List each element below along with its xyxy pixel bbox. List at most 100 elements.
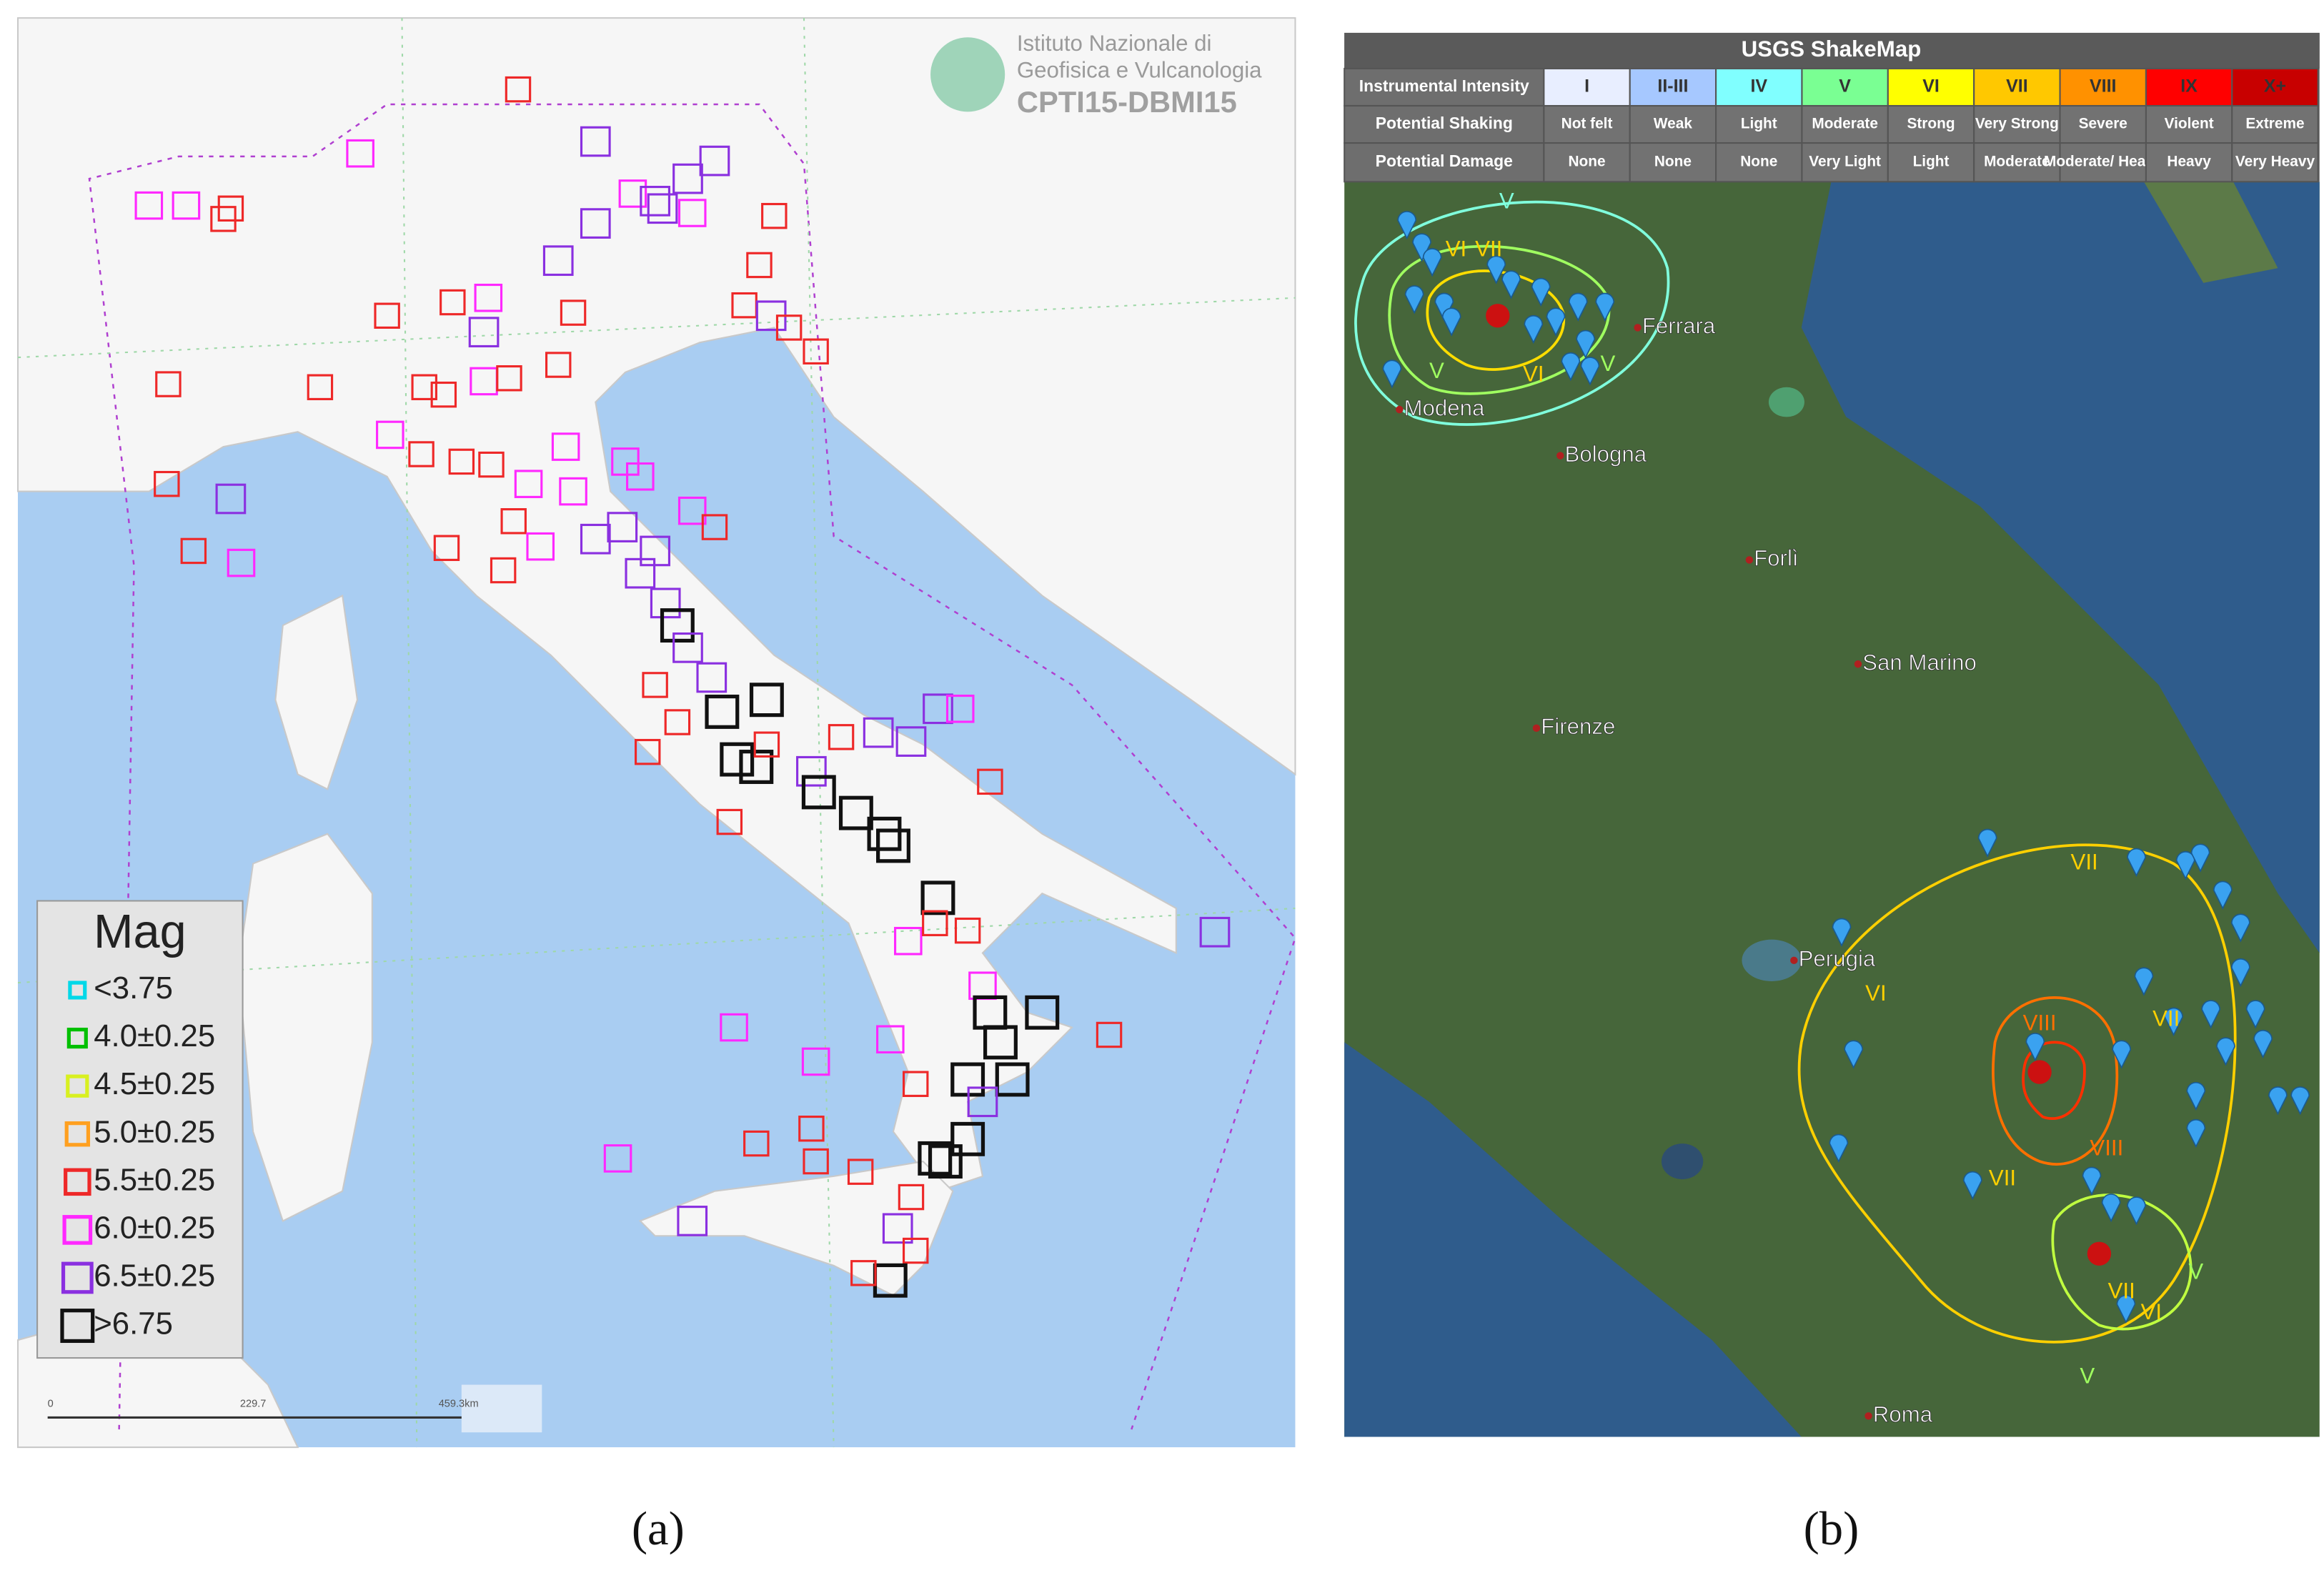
station-pin <box>1382 359 1402 389</box>
legend-items: <3.75 4.0±0.25 4.5±0.25 5.0±0.25 5.5±0.25 6.0… <box>60 971 215 1344</box>
table-cell <box>2059 142 2147 183</box>
station-pin <box>1832 918 1852 947</box>
event-marker <box>705 694 740 729</box>
event-marker <box>560 299 587 326</box>
event-marker <box>580 126 611 157</box>
table-cell <box>1801 67 1889 107</box>
station-pin <box>1580 357 1600 386</box>
lagoon <box>1768 387 1804 417</box>
station-pin <box>2175 850 2195 880</box>
contour-label: VIII <box>2090 1136 2123 1161</box>
logo-globe <box>930 37 1005 112</box>
contour <box>1797 843 2237 1344</box>
scale-label: 229.7 <box>240 1398 266 1409</box>
event-marker <box>677 199 707 227</box>
station-pin <box>2216 1037 2235 1066</box>
contour <box>1354 200 1670 426</box>
event-marker <box>180 537 207 565</box>
event-marker <box>701 514 728 540</box>
station-pin <box>1434 292 1454 322</box>
table-cell <box>1973 142 2061 183</box>
scale-box <box>461 1384 542 1433</box>
contour-label: V <box>2080 1363 2095 1388</box>
station-pin <box>2025 1033 2045 1062</box>
event-marker <box>677 1206 708 1236</box>
land <box>16 17 1296 1192</box>
row-header-cell <box>1344 104 1545 144</box>
table-cell <box>2145 104 2233 144</box>
peninsula <box>2143 182 2278 283</box>
station-pin <box>2268 1086 2288 1116</box>
event-marker <box>490 557 517 584</box>
place-label: Ferrara <box>1642 314 1716 339</box>
event-marker <box>867 816 902 851</box>
contour-label: V <box>1601 351 1616 376</box>
station-pin <box>1568 292 1588 322</box>
table-cell <box>1801 104 1889 144</box>
event-marker <box>743 1130 770 1157</box>
contour <box>2051 1194 2193 1331</box>
station-pin <box>2134 967 2154 996</box>
legend-swatch <box>66 1027 88 1049</box>
event-marker <box>526 532 555 561</box>
corsica <box>274 594 359 790</box>
table-text: Light <box>1913 154 1950 170</box>
contour-label: VII <box>2152 1006 2180 1031</box>
table-text: X+ <box>2264 76 2286 96</box>
row-header-cell <box>1344 142 1545 183</box>
station-pin <box>1561 352 1581 382</box>
table-cell <box>1801 142 1889 183</box>
event-marker <box>545 352 572 378</box>
table-text: Very Light <box>1809 154 1881 170</box>
legend-swatch <box>66 1074 89 1098</box>
station-pin <box>1412 233 1431 262</box>
event-marker <box>801 1047 830 1076</box>
table-cell <box>1973 67 2061 107</box>
event-marker <box>478 451 505 478</box>
event-marker <box>920 880 955 915</box>
legend-swatch <box>61 1261 94 1294</box>
table-text: V <box>1839 76 1851 96</box>
event-marker <box>215 483 247 515</box>
place-dot <box>1532 724 1541 733</box>
station-pin <box>1397 211 1417 240</box>
event-marker <box>376 420 404 450</box>
graticule <box>401 18 418 1448</box>
station-pin <box>1963 1171 1982 1201</box>
event-marker <box>217 195 244 222</box>
contour-label: VI <box>1865 981 1887 1006</box>
station-pin <box>1546 307 1566 337</box>
station-pin <box>1829 1133 1849 1163</box>
event-marker <box>559 477 587 506</box>
event-marker <box>746 252 773 279</box>
row-header: Instrumental Intensity <box>1359 76 1529 95</box>
place-dot <box>1790 956 1798 965</box>
event-marker <box>374 302 400 329</box>
table-text: I <box>1584 76 1589 96</box>
table-text: VI <box>1922 76 1940 96</box>
event-marker <box>346 139 374 168</box>
contour-label: V <box>1499 189 1514 214</box>
lake <box>1742 939 1802 981</box>
event-marker <box>739 750 774 784</box>
station-pin <box>2231 958 2250 988</box>
table-text: II-III <box>1657 76 1688 96</box>
table-text: Severe <box>2079 116 2127 132</box>
station-pins <box>1382 211 2310 1324</box>
station-pin <box>2290 1086 2310 1116</box>
event-marker <box>640 186 670 217</box>
event-marker <box>902 1071 929 1097</box>
event-marker <box>753 731 780 758</box>
event-marker <box>945 694 975 723</box>
event-marker <box>611 447 640 476</box>
event-marker <box>210 206 237 232</box>
event-marker <box>474 283 503 312</box>
event-marker <box>850 1260 877 1286</box>
event-marker <box>928 1144 963 1179</box>
event-marker <box>923 693 953 725</box>
event-marker <box>440 289 466 316</box>
contour <box>1426 269 1566 371</box>
event-marker <box>902 1237 929 1264</box>
event-marker <box>411 374 437 400</box>
event-marker <box>408 441 434 467</box>
